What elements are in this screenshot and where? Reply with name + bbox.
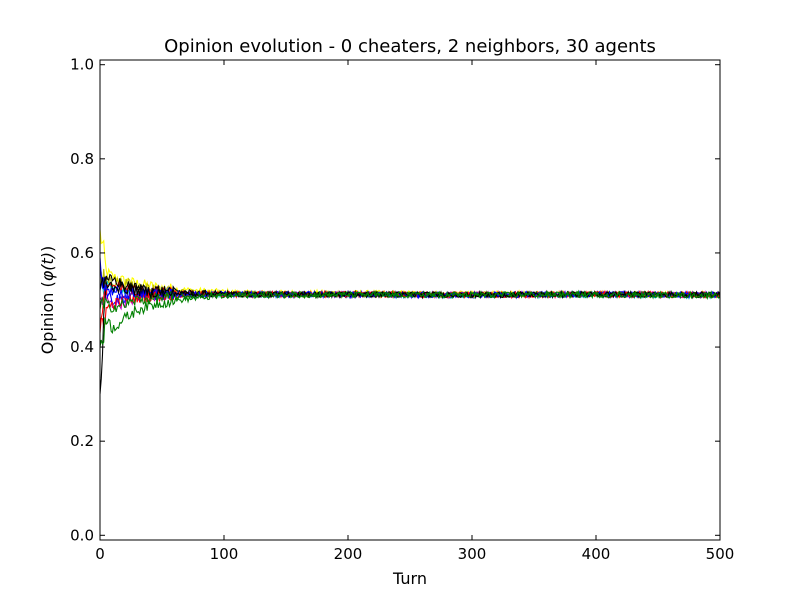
y-tick-label: 0.8 [70, 150, 94, 168]
y-tick-label: 0.4 [70, 338, 94, 356]
y-axis-label-prefix: Opinion ( [38, 281, 57, 354]
series-layer [100, 229, 720, 395]
x-tick-label: 200 [334, 545, 363, 563]
y-axis-label-symbol: φ(t) [38, 252, 57, 281]
plot-frame [99, 59, 721, 541]
x-tick-label: 0 [95, 545, 105, 563]
y-axis-label: Opinion (φ(t)) [38, 246, 57, 355]
y-tick-label: 1.0 [70, 56, 94, 74]
series-line-3 [100, 290, 720, 348]
x-axis-label: Turn [392, 569, 427, 588]
x-tick-label: 300 [458, 545, 487, 563]
x-tick-label: 500 [706, 545, 735, 563]
y-tick-label: 0.6 [70, 244, 94, 262]
y-tick-label: 0.2 [70, 432, 94, 450]
y-tick-label: 0.0 [70, 526, 94, 544]
series-line-11 [100, 276, 720, 300]
chart-title: Opinion evolution - 0 cheaters, 2 neighb… [164, 36, 656, 57]
x-tick-label: 100 [210, 545, 239, 563]
y-axis-label-suffix: ) [38, 246, 57, 252]
x-tick-label: 400 [582, 545, 611, 563]
ticks-layer: 0 100 200 300 400 500 0.0 0.2 0.4 0.6 0.8 1.0 [70, 56, 734, 563]
